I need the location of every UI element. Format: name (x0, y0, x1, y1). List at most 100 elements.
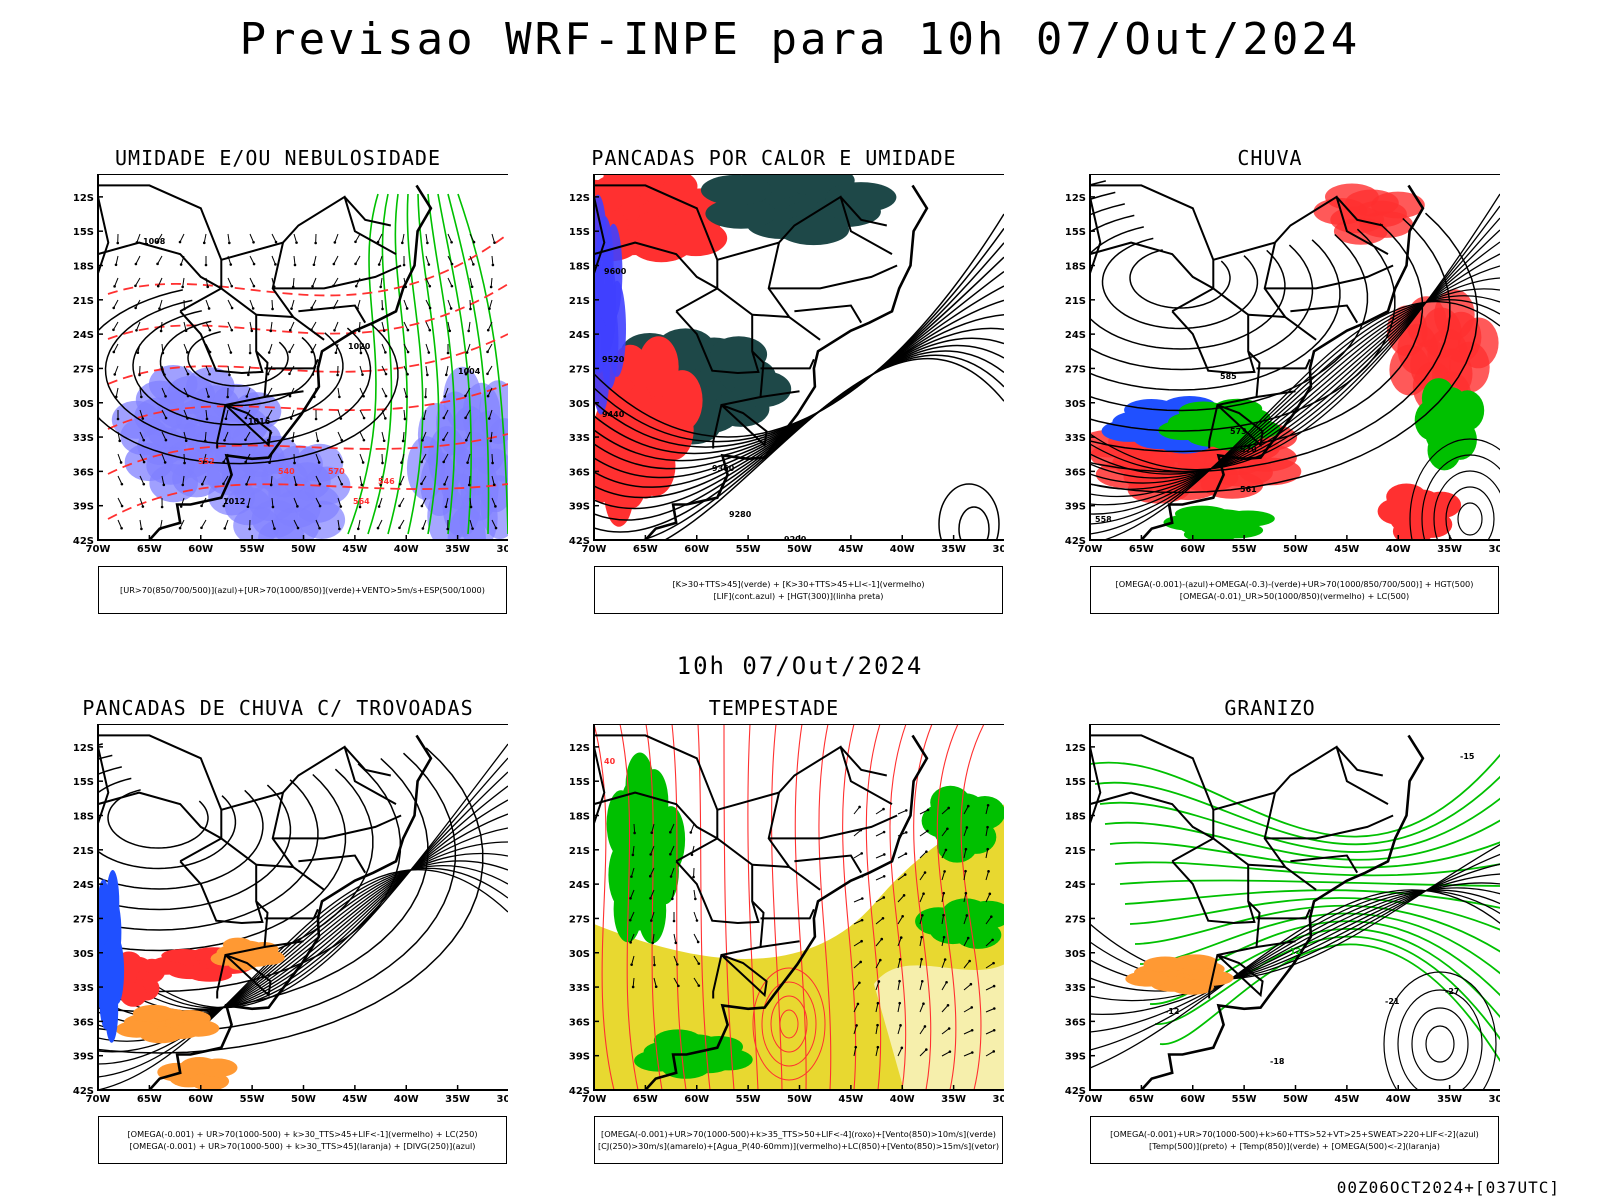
wind-vector-head (649, 896, 652, 900)
wind-vector (268, 343, 273, 353)
border-path (675, 287, 760, 375)
wind-vector (377, 519, 383, 529)
wind-vector (335, 343, 339, 353)
contour-label: -18 (1270, 1057, 1285, 1066)
lon-tick-label: 30W (1489, 544, 1500, 555)
wind-vector (227, 299, 233, 309)
wind-vector (334, 321, 339, 331)
legend-box: [OMEGA(-0.001) + UR>70(1000-500) + k>30_… (98, 1116, 507, 1164)
lat-tick-label: 39S (1065, 502, 1086, 513)
wind-vector-head (338, 395, 341, 399)
wind-vector (633, 823, 636, 834)
wind-vector-head (904, 809, 908, 812)
green-contour (387, 193, 408, 535)
wind-vector-head (119, 461, 123, 464)
wind-vector (632, 977, 635, 988)
wind-vector (271, 299, 274, 310)
wind-vector-head (992, 1028, 996, 1032)
streamline (98, 757, 429, 1013)
temp850-contour (1104, 819, 1500, 861)
wind-vector-head (464, 416, 467, 420)
legend-line: [LIF](cont.azul) + [HGT(300)](linha pret… (713, 591, 884, 601)
wind-vector-head (208, 372, 211, 376)
wind-vector-head (925, 850, 928, 853)
border-path (98, 746, 110, 827)
wind-vector-head (291, 439, 295, 443)
lat-tick-label: 12S (73, 193, 94, 204)
wind-vector (271, 519, 275, 529)
wind-vector-head (855, 1024, 858, 1027)
wind-vector-head (222, 460, 225, 464)
wind-vector-head (489, 285, 493, 289)
lat-tick-label: 24S (569, 330, 590, 341)
wind-vector-head (184, 439, 188, 443)
coast-path (644, 734, 929, 1090)
green-contour (437, 193, 472, 535)
wind-vector-head (858, 805, 861, 809)
wind-vector-head (469, 307, 472, 311)
wind-vector-head (969, 982, 973, 986)
border-path (98, 734, 223, 841)
wind-vector-head (674, 941, 678, 945)
wind-vector-head (118, 439, 122, 443)
wind-vector-head (135, 328, 138, 332)
wind-vector (403, 299, 408, 309)
legend-box: [OMEGA(-0.001)+UR>70(1000-500)+k>60+TTS>… (1090, 1116, 1499, 1164)
wind-vector (963, 983, 972, 991)
wind-vector-head (398, 504, 401, 508)
wind-vector (246, 475, 251, 485)
wind-vector (491, 475, 495, 485)
wind-vector-head (294, 483, 298, 487)
wind-vector-head (310, 306, 313, 310)
wind-vector-head (162, 483, 166, 487)
lc-streamline (645, 724, 663, 1090)
humidity-blue-area (186, 367, 235, 406)
wind-vector-head (442, 416, 446, 420)
wind-vector (447, 233, 453, 243)
wind-green-area (656, 806, 686, 873)
hgt-contour (663, 357, 1004, 540)
wind-vector-head (317, 461, 321, 464)
hgt-contour (1090, 241, 1500, 484)
wind-vector (853, 940, 862, 947)
wind-vector-head (424, 395, 427, 399)
wind-vector (985, 827, 989, 837)
wind-vector (465, 365, 471, 375)
wind-vector (693, 955, 700, 964)
wind-vector (378, 255, 383, 265)
wind-vector (489, 299, 493, 309)
wind-vector-head (992, 961, 995, 965)
wind-vector (401, 233, 405, 243)
legend-line: [Temp(500)](preto) + [Temp(850)](verde) … (1149, 1141, 1440, 1151)
lon-tick-label: 50W (787, 544, 812, 555)
wind-vector-head (965, 826, 969, 829)
wind-vector-head (442, 460, 446, 464)
wind-vector (897, 981, 901, 991)
border-path (1216, 954, 1264, 998)
temp850-contour (1099, 797, 1500, 853)
coast-path (148, 184, 433, 540)
wind-vector (941, 828, 948, 837)
streamline (1090, 212, 1479, 494)
jet-contour (779, 1009, 799, 1039)
wind-vector-head (428, 328, 432, 332)
wind-vector (941, 981, 947, 991)
lat-tick-label: 33S (73, 433, 94, 444)
wind-vector (649, 867, 655, 877)
lat-tick-label: 27S (1065, 364, 1086, 375)
lc-streamline (842, 724, 857, 1090)
wind-vector (293, 475, 297, 485)
wind-vector (267, 365, 273, 375)
wind-vector-head (690, 853, 694, 857)
coast-path (148, 734, 433, 1090)
wind-vector (135, 255, 141, 265)
wind-vector (117, 497, 123, 507)
border-path (216, 900, 269, 999)
wind-vector-head (316, 439, 320, 443)
wind-vector (161, 409, 167, 419)
wind-vector (117, 475, 123, 485)
wind-vector-head (491, 263, 495, 267)
temp850-contour (1090, 753, 1500, 838)
wind-vector-head (202, 461, 205, 464)
wind-vector-head (120, 482, 124, 486)
